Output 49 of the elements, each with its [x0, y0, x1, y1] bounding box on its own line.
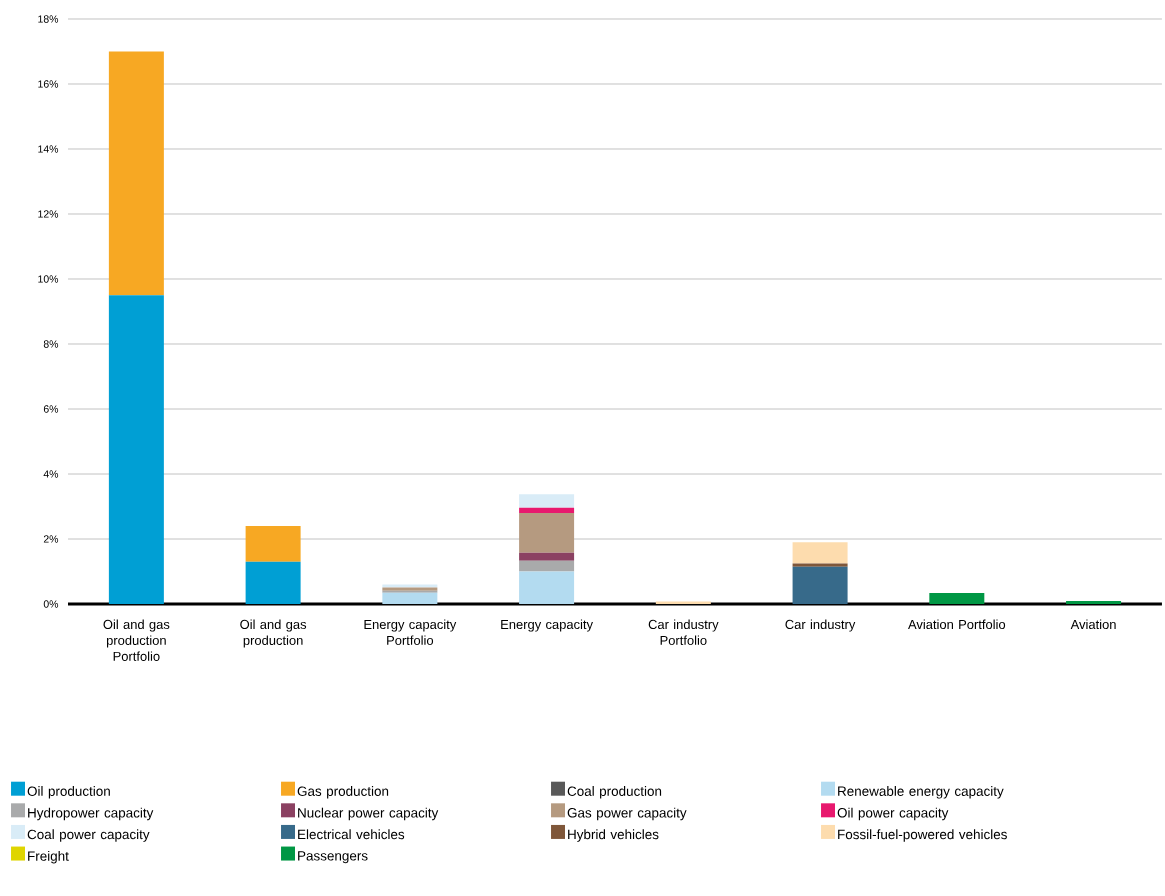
- legend-label: Fossil-fuel-powered vehicles: [838, 829, 1007, 842]
- y-tick-label: 16%: [38, 80, 59, 88]
- bar: [1066, 601, 1122, 604]
- bar: [519, 560, 575, 572]
- bar: [519, 552, 575, 561]
- bar: [382, 592, 438, 604]
- y-tick-label: 18%: [38, 15, 59, 23]
- legend-label: Freight: [28, 850, 69, 864]
- x-tick-label: Aviation Portfolio: [908, 619, 1006, 630]
- legend-label: Electrical vehicles: [298, 829, 405, 840]
- bar: [519, 507, 575, 513]
- bar: [655, 601, 711, 604]
- bar: [519, 571, 575, 604]
- y-tick-label: 0%: [43, 600, 59, 608]
- legend-label: Gas power capacity: [567, 807, 687, 821]
- x-tick-label: Car industry Portfolio: [648, 619, 719, 645]
- x-tick-label: Energy capacity: [501, 619, 593, 632]
- legend-label: Renewable energy capacity: [838, 786, 1004, 799]
- legend-label: Passengers: [298, 851, 368, 864]
- legend-label: Coal production: [567, 786, 662, 799]
- bar: [792, 542, 848, 564]
- bar: [519, 513, 575, 553]
- y-tick-label: 4%: [43, 470, 59, 478]
- legend-label: Oil power capacity: [837, 807, 949, 821]
- bar: [245, 526, 301, 562]
- bar: [519, 494, 575, 508]
- y-tick-label: 12%: [38, 210, 59, 218]
- y-tick-label: 8%: [43, 340, 59, 348]
- legend-label: Coal power capacity: [27, 829, 150, 842]
- y-tick-label: 14%: [38, 145, 59, 153]
- x-tick-label: Oil and gas production: [240, 619, 307, 648]
- x-tick-label: Oil and gas production Portfolio: [103, 619, 170, 661]
- bar: [792, 566, 848, 604]
- bar: [108, 51, 164, 296]
- x-tick-label: Car industry: [785, 619, 856, 632]
- legend-label: Gas production: [297, 786, 389, 799]
- legend-label: Oil production: [27, 786, 110, 799]
- y-tick-label: 10%: [38, 275, 59, 283]
- y-tick-label: 2%: [43, 535, 59, 543]
- y-tick-label: 6%: [43, 405, 59, 413]
- bar: [108, 295, 164, 604]
- legend-label: Nuclear power capacity: [298, 807, 439, 821]
- legend-label: Hydropower capacity: [28, 807, 154, 821]
- x-tick-label: Aviation: [1070, 619, 1116, 630]
- x-tick-label: Energy capacity Portfolio: [364, 619, 457, 645]
- bar: [245, 561, 301, 604]
- bar: [792, 563, 848, 567]
- bar: [929, 592, 985, 604]
- legend-label: Hybrid vehicles: [568, 829, 659, 842]
